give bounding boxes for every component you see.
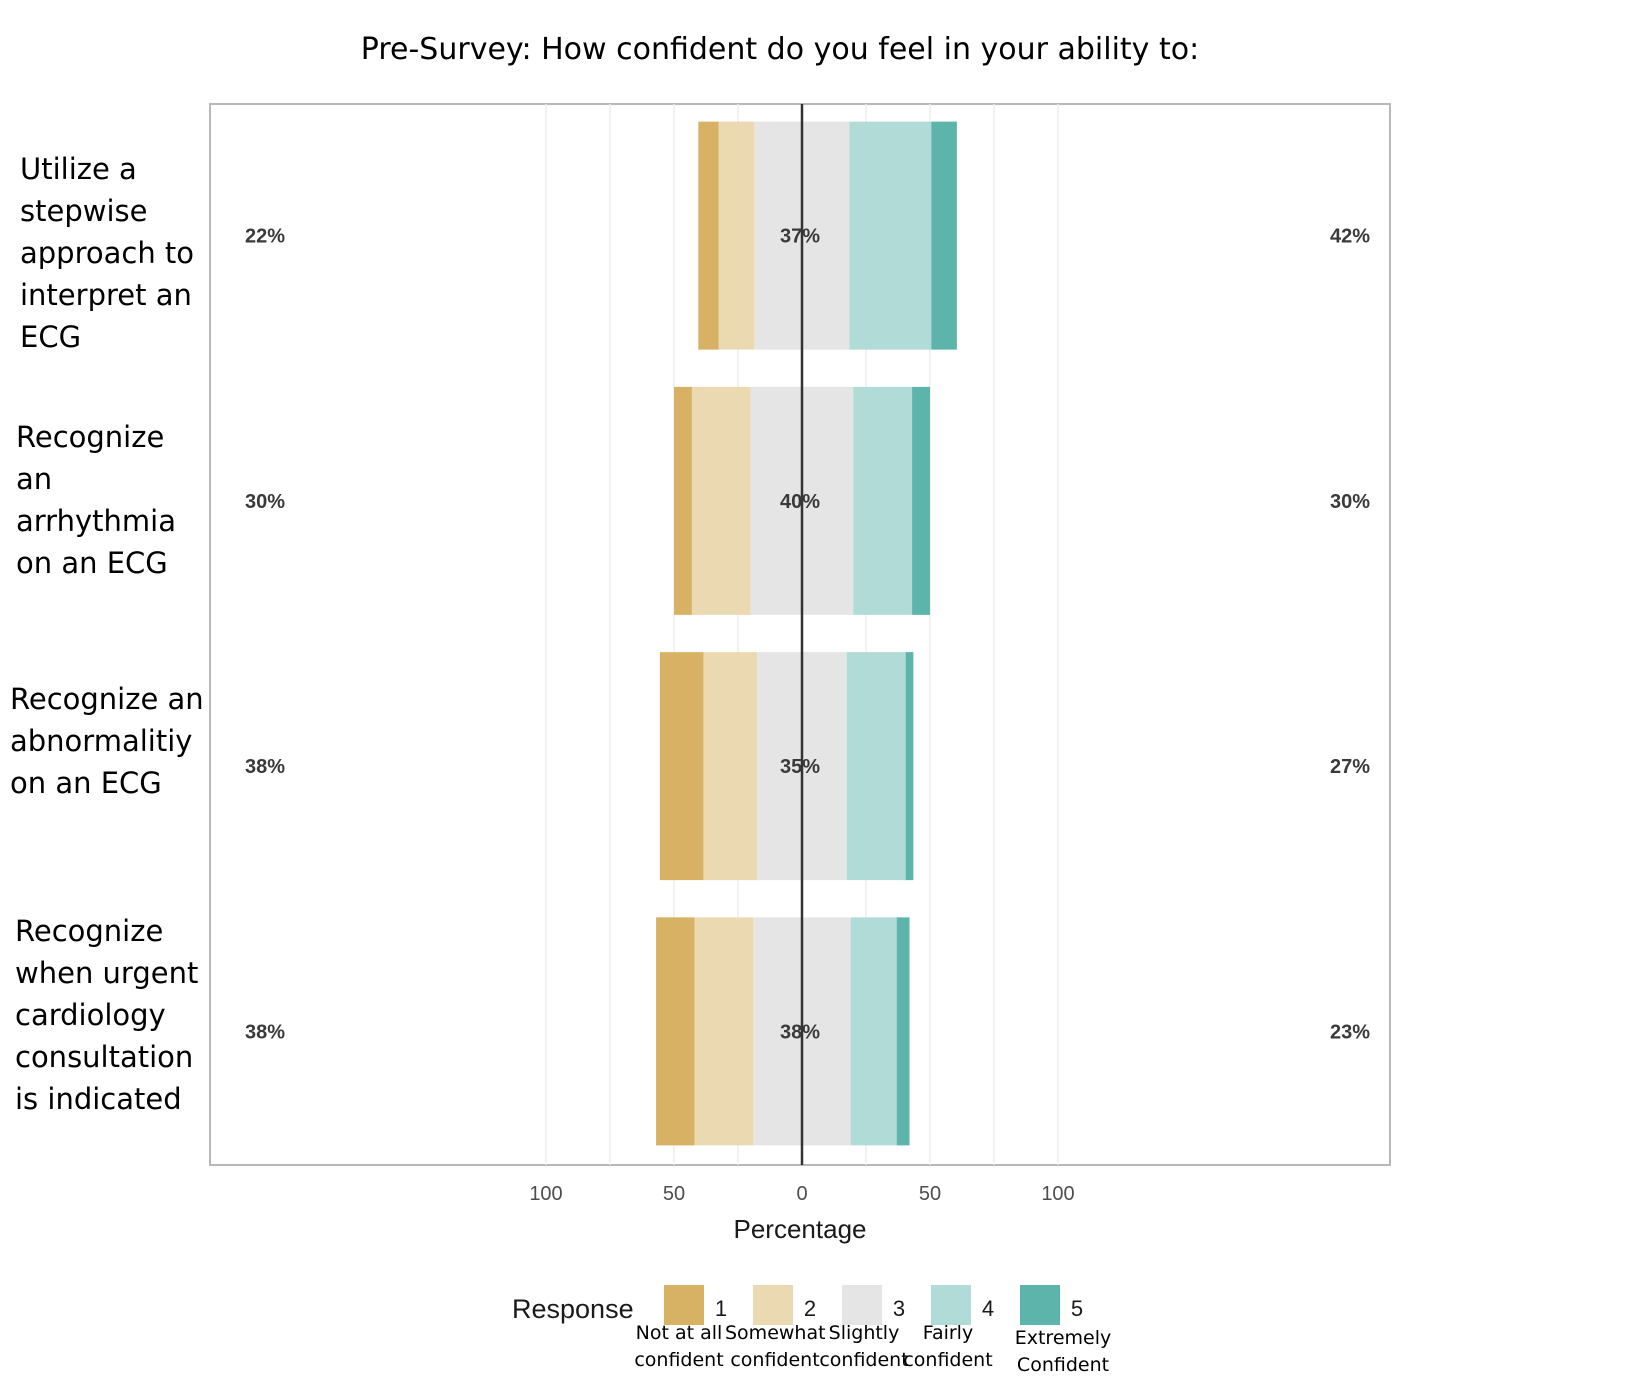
bar-segment-1: [674, 386, 692, 615]
legend-description: Fairly confident: [903, 1322, 993, 1371]
bar-segment-2: [718, 121, 755, 350]
high-percent-label: 42%: [1330, 226, 1370, 248]
x-tick-label: 100: [1041, 1183, 1074, 1205]
question-label: Recognize an abnormalitiy on an ECG: [10, 682, 204, 800]
bar-segment-2: [694, 917, 754, 1146]
legend-swatch-1: [664, 1285, 704, 1325]
legend-key: 2: [804, 1296, 816, 1321]
bar-segment-4: [849, 121, 932, 350]
neutral-percent-label: 37%: [780, 226, 820, 248]
bar-segment-4: [846, 652, 906, 881]
legend-title: Response: [512, 1294, 634, 1324]
neutral-percent-label: 40%: [780, 491, 820, 513]
bar-segment-4: [853, 386, 913, 615]
high-percent-label: 30%: [1330, 491, 1370, 513]
x-axis-title: Percentage: [734, 1214, 867, 1244]
neutral-percent-label: 35%: [780, 756, 820, 778]
low-percent-label: 22%: [245, 226, 285, 248]
bar-segment-2: [703, 652, 758, 881]
bar-segment-5: [912, 386, 930, 615]
legend-description: Extremely Confident: [1014, 1327, 1112, 1376]
legend-description: Somewhat confident: [725, 1322, 826, 1371]
bar-segment-5: [931, 121, 957, 350]
legend-key: 3: [893, 1296, 905, 1321]
neutral-percent-label: 38%: [780, 1021, 820, 1043]
low-percent-label: 38%: [245, 1021, 285, 1043]
high-percent-label: 27%: [1330, 756, 1370, 778]
bar-segment-5: [896, 917, 910, 1146]
legend-key: 4: [982, 1296, 994, 1321]
x-tick-label: 50: [919, 1183, 941, 1205]
x-tick-label: 100: [529, 1183, 562, 1205]
question-label: Utilize a stepwise approach to interpret…: [20, 152, 195, 354]
legend-key: 5: [1071, 1296, 1083, 1321]
bar-segment-1: [698, 121, 719, 350]
bar-segment-2: [691, 386, 751, 615]
bar-segment-5: [905, 652, 914, 881]
low-percent-label: 30%: [245, 491, 285, 513]
bar-segment-1: [659, 652, 704, 881]
legend-description: Not at all confident: [634, 1322, 724, 1371]
low-percent-label: 38%: [245, 756, 285, 778]
legend-swatch-5: [1020, 1285, 1060, 1325]
chart-title: Pre-Survey: How confident do you feel in…: [360, 32, 1200, 67]
x-tick-label: 50: [663, 1183, 685, 1205]
legend-swatch-3: [842, 1285, 882, 1325]
legend-description: Slightly confident: [819, 1322, 909, 1371]
x-tick-label: 0: [796, 1183, 807, 1205]
question-label: Recognize when urgent cardiology consult…: [15, 914, 199, 1116]
legend-swatch-2: [753, 1285, 793, 1325]
high-percent-label: 23%: [1330, 1021, 1370, 1043]
legend-swatch-4: [931, 1285, 971, 1325]
legend-key: 1: [715, 1296, 727, 1321]
question-label: Recognize an arrhythmia on an ECG: [16, 420, 176, 580]
bar-segment-4: [850, 917, 897, 1146]
bar-segment-1: [656, 917, 695, 1146]
